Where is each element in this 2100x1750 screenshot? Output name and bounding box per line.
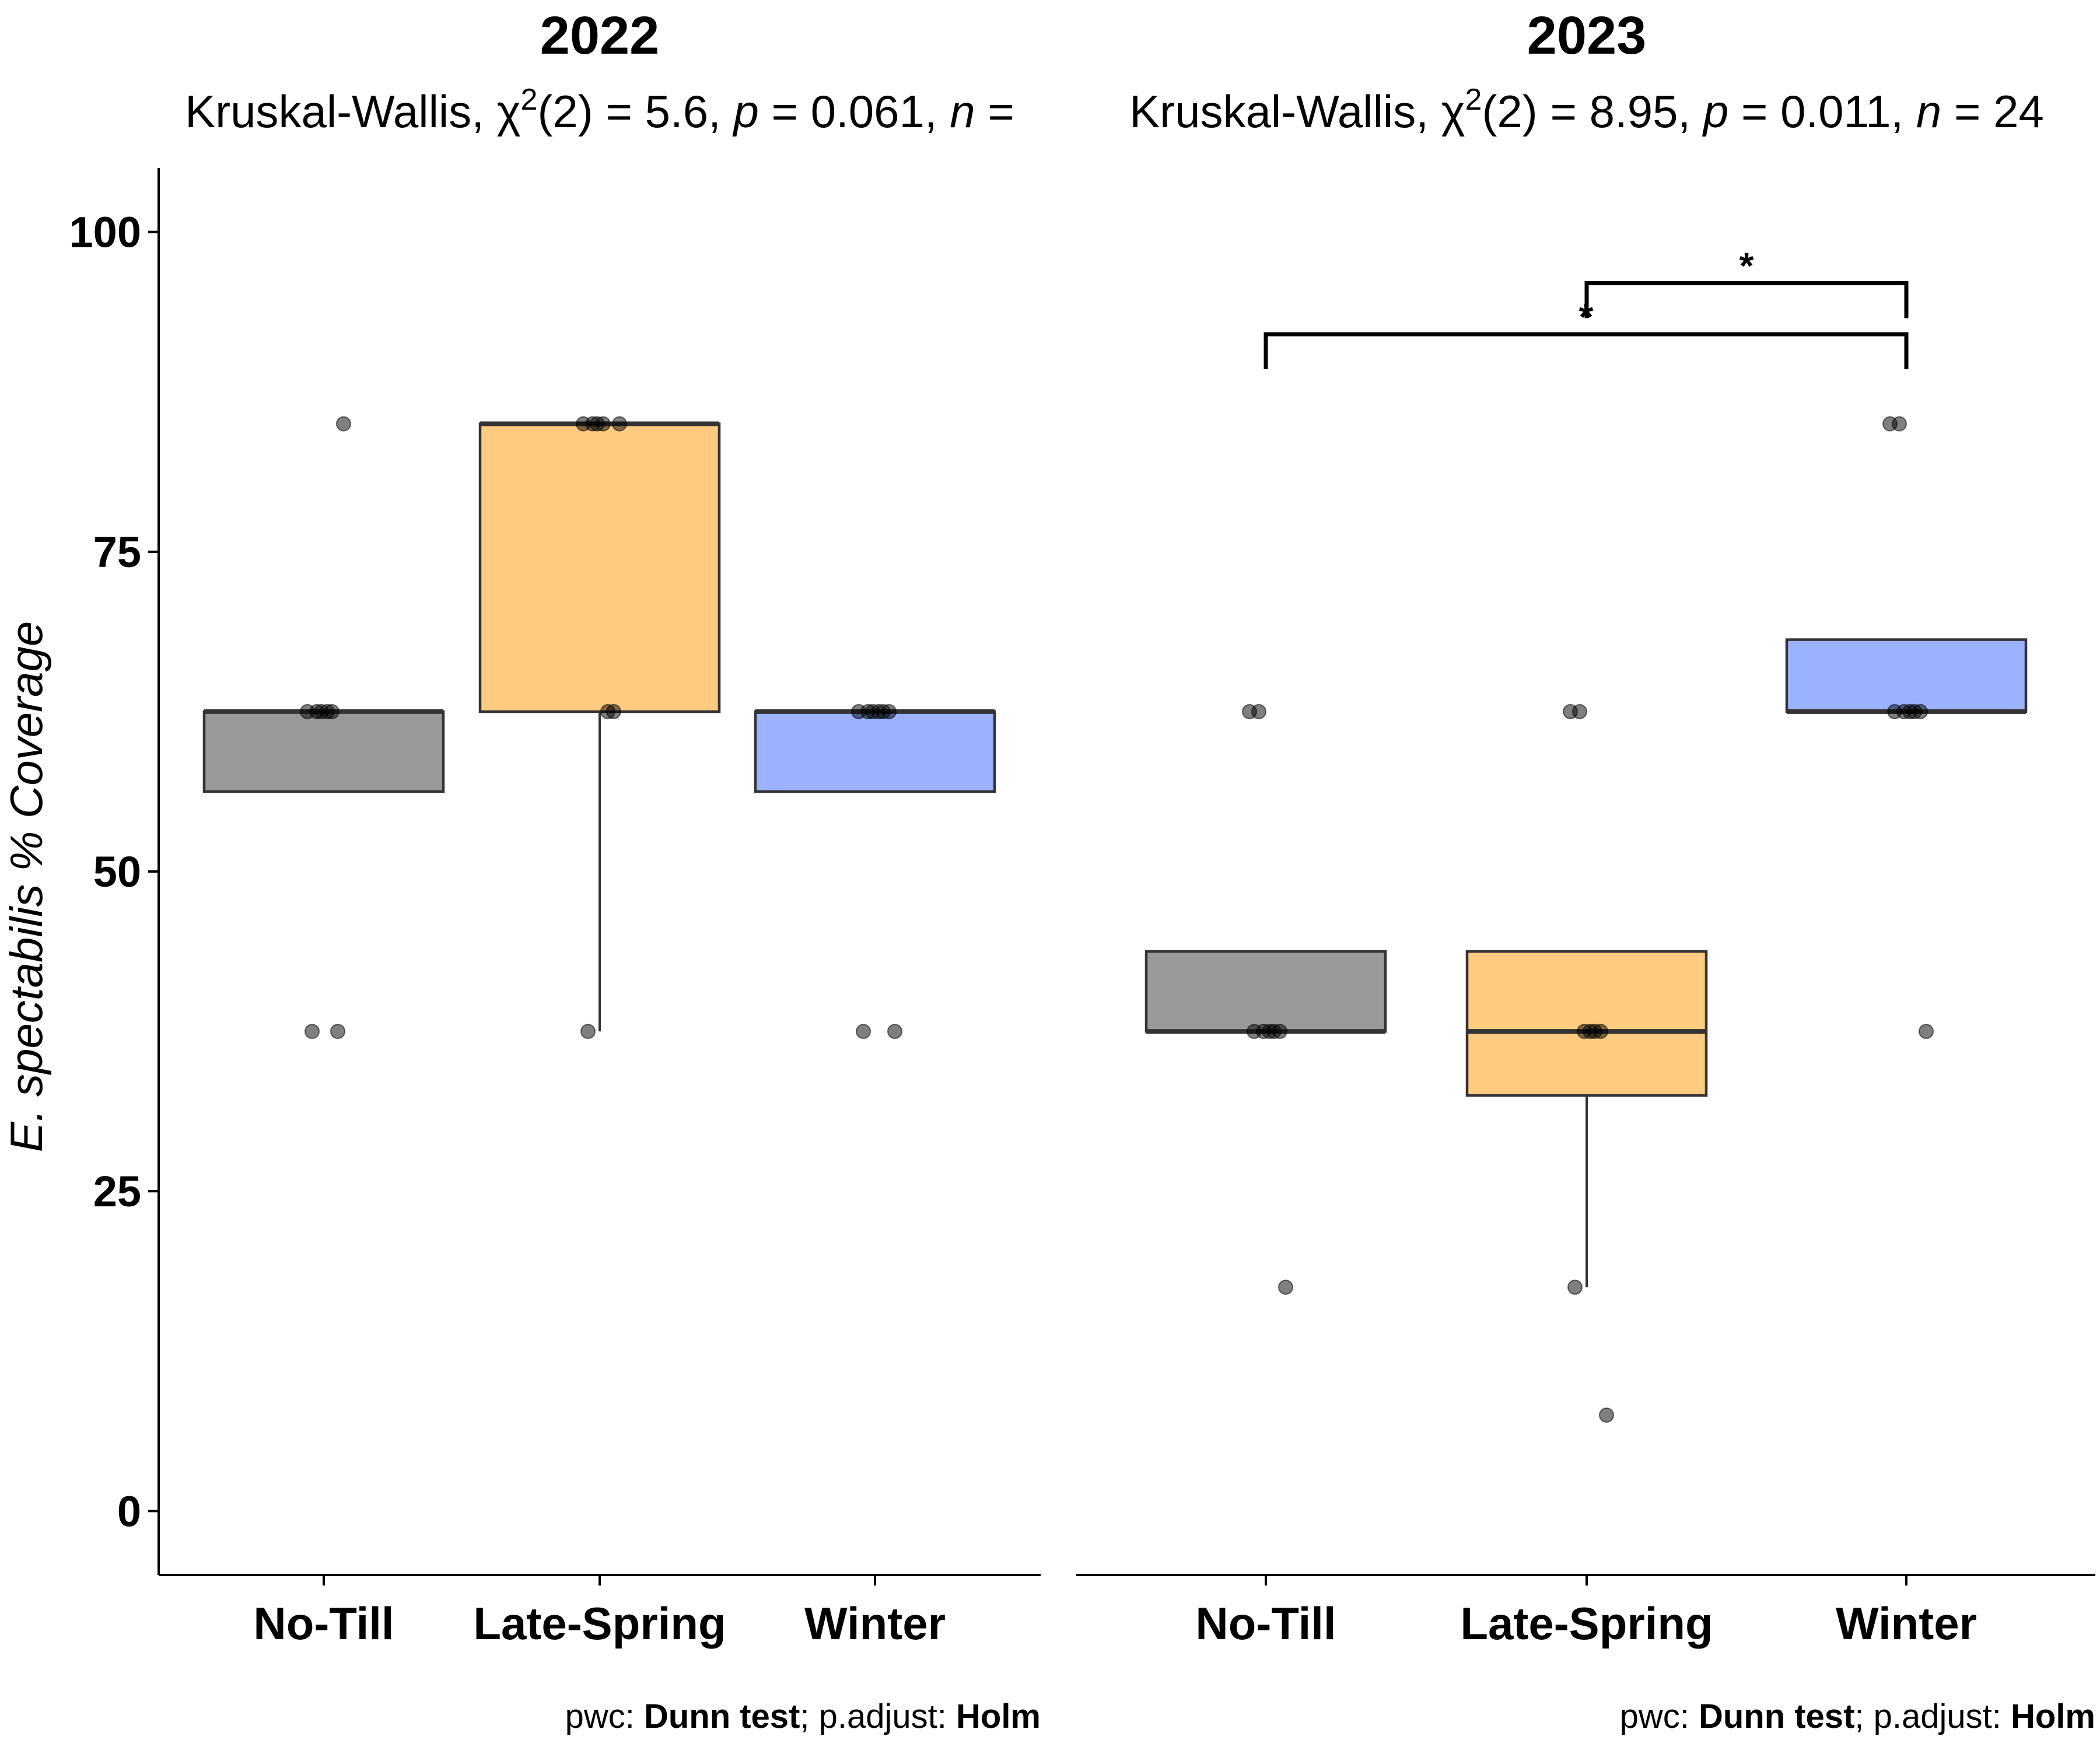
panel-2023: 2023 Kruskal-Wallis, χ2​(2) = 8.95, p = 0… — [1076, 6, 2095, 1735]
data-point — [1593, 1024, 1608, 1040]
data-point — [580, 1024, 596, 1040]
y-tick-label: 100 — [69, 208, 141, 257]
box-No-Till — [202, 416, 445, 1040]
panel-caption: pwc: Dunn test; p.adjust: Holm — [565, 1698, 1041, 1735]
x-tick-label: Late-Spring — [473, 1598, 726, 1649]
box-No-Till — [1144, 704, 1387, 1295]
x-tick-label: No-Till — [253, 1598, 394, 1649]
y-tick-label: 75 — [93, 528, 141, 576]
panel-caption: pwc: Dunn test; p.adjust: Holm — [1620, 1698, 2095, 1735]
box-Late-Spring — [478, 416, 721, 1040]
data-point — [1572, 704, 1587, 719]
data-point — [1913, 704, 1928, 719]
data-point — [1272, 1024, 1287, 1040]
data-point — [606, 704, 621, 719]
panel-2022: 2022 Kruskal-Wallis, χ2​(2) = 5.6, p = 0.… — [159, 6, 1041, 1735]
data-point — [304, 1024, 320, 1040]
data-point — [1278, 1279, 1293, 1295]
data-point — [1251, 704, 1266, 719]
box-Winter — [754, 704, 996, 1040]
data-point — [1892, 416, 1907, 432]
x-tick-label: Late-Spring — [1460, 1598, 1713, 1649]
data-point — [887, 1024, 902, 1040]
y-axis: 0 25 50 75 100 — [69, 168, 160, 1575]
significance-bracket — [1584, 281, 1909, 318]
y-tick-label: 25 — [93, 1167, 141, 1216]
data-point — [1567, 1279, 1583, 1295]
data-point — [1247, 1024, 1262, 1040]
y-axis-title-group: E. spectabilis % Coverage — [1, 621, 52, 1152]
data-point — [1887, 704, 1902, 719]
y-tick-label: 50 — [93, 848, 141, 896]
box-Late-Spring — [1465, 704, 1708, 1423]
data-point — [1919, 1024, 1934, 1040]
panel-title: 2023 — [1527, 6, 1647, 65]
x-tick-label: Winter — [1836, 1598, 1977, 1649]
panel-subtitle: Kruskal-Wallis, χ2​(2) = 8.95, p = 0.011… — [1129, 83, 2044, 137]
x-tick-label: Winter — [804, 1598, 946, 1649]
data-point — [881, 704, 897, 719]
box-rect — [1144, 950, 1387, 1033]
data-point — [336, 416, 351, 432]
y-tick-label: 0 — [117, 1487, 141, 1535]
panels: 2022 Kruskal-Wallis, χ2​(2) = 5.6, p = 0.… — [159, 6, 2095, 1735]
panel-subtitle: Kruskal-Wallis, χ2​(2) = 5.6, p = 0.061,… — [185, 83, 1014, 137]
data-point — [324, 704, 340, 719]
data-point — [612, 416, 627, 432]
box-rect — [1785, 638, 2028, 713]
panel-title: 2022 — [540, 6, 660, 65]
x-tick-label: No-Till — [1195, 1598, 1336, 1649]
box-rect — [1465, 950, 1708, 1097]
box-rect — [478, 422, 721, 713]
data-point — [856, 1024, 871, 1040]
box-rect — [754, 710, 996, 793]
box-Winter — [1785, 416, 2028, 1040]
data-point — [1599, 1407, 1614, 1423]
significance-bracket — [1264, 332, 1909, 370]
y-axis-title: E. spectabilis % Coverage — [1, 621, 52, 1152]
significance-label: * — [1579, 296, 1594, 338]
box-rect — [202, 710, 445, 793]
data-point — [596, 416, 611, 432]
data-point — [330, 1024, 345, 1040]
significance-label: * — [1740, 244, 1754, 286]
